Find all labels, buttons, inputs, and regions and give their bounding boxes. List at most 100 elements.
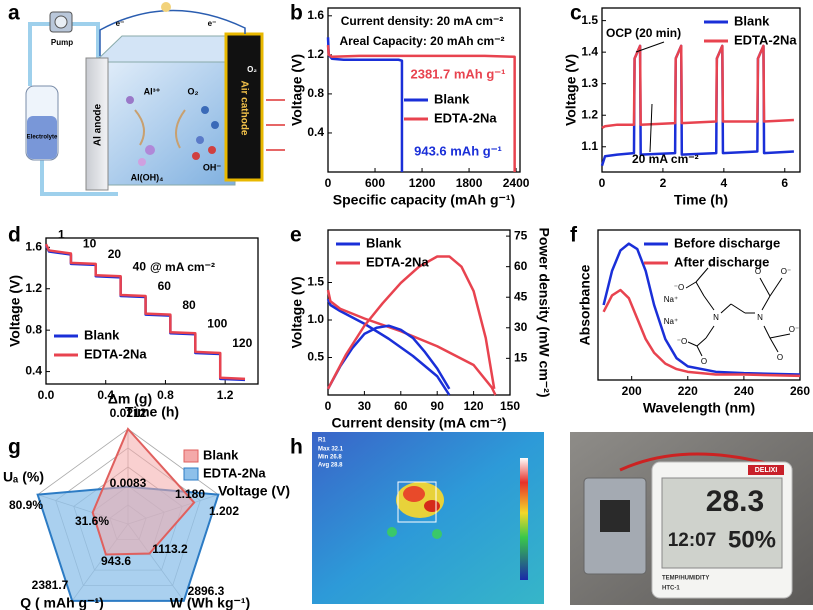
structure-label: ⁻O [674, 283, 684, 292]
panel-label: d [8, 224, 21, 247]
x-tick-label: 240 [734, 384, 754, 398]
structure-bond [695, 281, 705, 297]
radar-value-label: 2381.7 [32, 578, 69, 592]
y-tick-label: 1.0 [307, 312, 324, 326]
figure-label: Electrolyte [27, 135, 58, 141]
electrolyte [27, 116, 57, 159]
x-tick-label: 0.8 [157, 388, 174, 402]
x-tick-label: 150 [500, 399, 520, 413]
legend-label: Blank [734, 13, 770, 28]
y-tick-label: 1.2 [25, 281, 42, 295]
figure-label: OH⁻ [203, 162, 222, 172]
figure-label: TEMP/HUMIDITY [662, 576, 709, 582]
legend-label: Blank [434, 91, 470, 106]
structure-bond [763, 325, 771, 339]
ion [201, 106, 209, 114]
hot-spot [403, 486, 425, 502]
y2-tick-label: 60 [514, 259, 528, 273]
arrow [134, 109, 145, 146]
annotation: Current density: 20 mA cm⁻² [341, 14, 504, 28]
x-tick-label: 200 [622, 384, 642, 398]
plot-frame [327, 7, 521, 173]
legend-label: EDTA-2Na [203, 465, 266, 480]
figure-label: HTC-1 [662, 586, 680, 592]
legend-label: EDTA-2Na [84, 346, 147, 361]
x-axis-label: Specific capacity (mAh g⁻¹) [333, 192, 515, 208]
radar-value-label: 31.6% [75, 514, 109, 528]
structure-bond [769, 277, 783, 297]
radar-area [91, 427, 196, 556]
arrow [175, 109, 186, 149]
structure-label: O⁻ [789, 325, 799, 334]
x-tick-label: 0 [599, 176, 606, 190]
x-tick-label: 4 [721, 176, 728, 190]
legend-label: Blank [366, 235, 402, 250]
x-tick-label: 1200 [409, 176, 436, 190]
device-part [600, 500, 630, 532]
structure-label: N [713, 313, 719, 322]
lcd [661, 477, 783, 569]
ion [138, 158, 146, 166]
anode [85, 57, 109, 191]
step-label: 40 [133, 260, 147, 274]
x-tick-label: 90 [431, 399, 445, 413]
series-line [326, 298, 451, 396]
hot-spot [424, 500, 440, 512]
annotation: 943.6 mAh g⁻¹ [414, 143, 502, 158]
legend-label: After discharge [674, 254, 769, 269]
step-label: 120 [232, 336, 252, 350]
tube [72, 22, 100, 58]
y-tick-label: 1.2 [307, 47, 324, 61]
y-axis-label: Absorbance [577, 264, 593, 345]
annotation: 2381.7 mAh g⁻¹ [410, 66, 505, 81]
x-axis-label: Current density (mA cm⁻²) [332, 415, 507, 431]
legend-label: Blank [203, 447, 239, 462]
ion [126, 96, 134, 104]
figure-label: Al(OH)₄ [131, 172, 164, 182]
plot-frame [327, 229, 511, 396]
structure-label: O⁻ [781, 267, 791, 276]
radar-axis-label: W (Wh kg⁻¹) [170, 595, 250, 610]
structure-bond [759, 277, 771, 297]
structure-label: Na⁺ [664, 317, 678, 326]
brand-badge [748, 465, 784, 475]
ion [196, 136, 204, 144]
panel-label: h [290, 436, 303, 459]
ion [145, 145, 155, 155]
series-line [326, 45, 516, 172]
ion [208, 146, 216, 154]
y-tick-label: 0.4 [307, 125, 324, 139]
x-axis-label: Time (h) [125, 404, 179, 420]
structure-bond [696, 337, 707, 347]
tube [40, 160, 118, 196]
structure-label: O [777, 353, 783, 362]
figure-label: DELIXI [755, 467, 778, 474]
annotation: OCP (20 min) [606, 26, 681, 40]
ion [192, 152, 200, 160]
radar-value-label: 0.0212 [110, 406, 147, 420]
step-label: 1 [58, 227, 65, 241]
radar-value-label: 2896.3 [188, 584, 225, 598]
y-tick-label: 1.3 [581, 76, 598, 90]
y-tick-label: 0.8 [307, 86, 324, 100]
x-tick-label: 120 [464, 399, 484, 413]
figure-label: 50% [728, 526, 776, 553]
wire [99, 9, 246, 56]
y-tick-label: 1.1 [581, 139, 598, 153]
y-tick-label: 1.4 [581, 44, 598, 58]
plot-frame [45, 237, 259, 385]
structure-label: O [755, 267, 761, 276]
series-line [602, 242, 801, 376]
legend-label: Blank [84, 327, 120, 342]
structure-bond [705, 325, 715, 339]
figure-label: e⁻ [208, 19, 217, 28]
y2-tick-label: 30 [514, 320, 528, 334]
y-axis-label: Voltage (V) [289, 54, 305, 126]
y2-tick-label: 75 [514, 228, 528, 242]
structure-label: Na⁺ [664, 295, 678, 304]
radar-value-label: 80.9% [9, 498, 43, 512]
step-label: 100 [207, 316, 227, 330]
panel-label: g [8, 436, 21, 459]
radar-value-label: 943.6 [101, 554, 131, 568]
